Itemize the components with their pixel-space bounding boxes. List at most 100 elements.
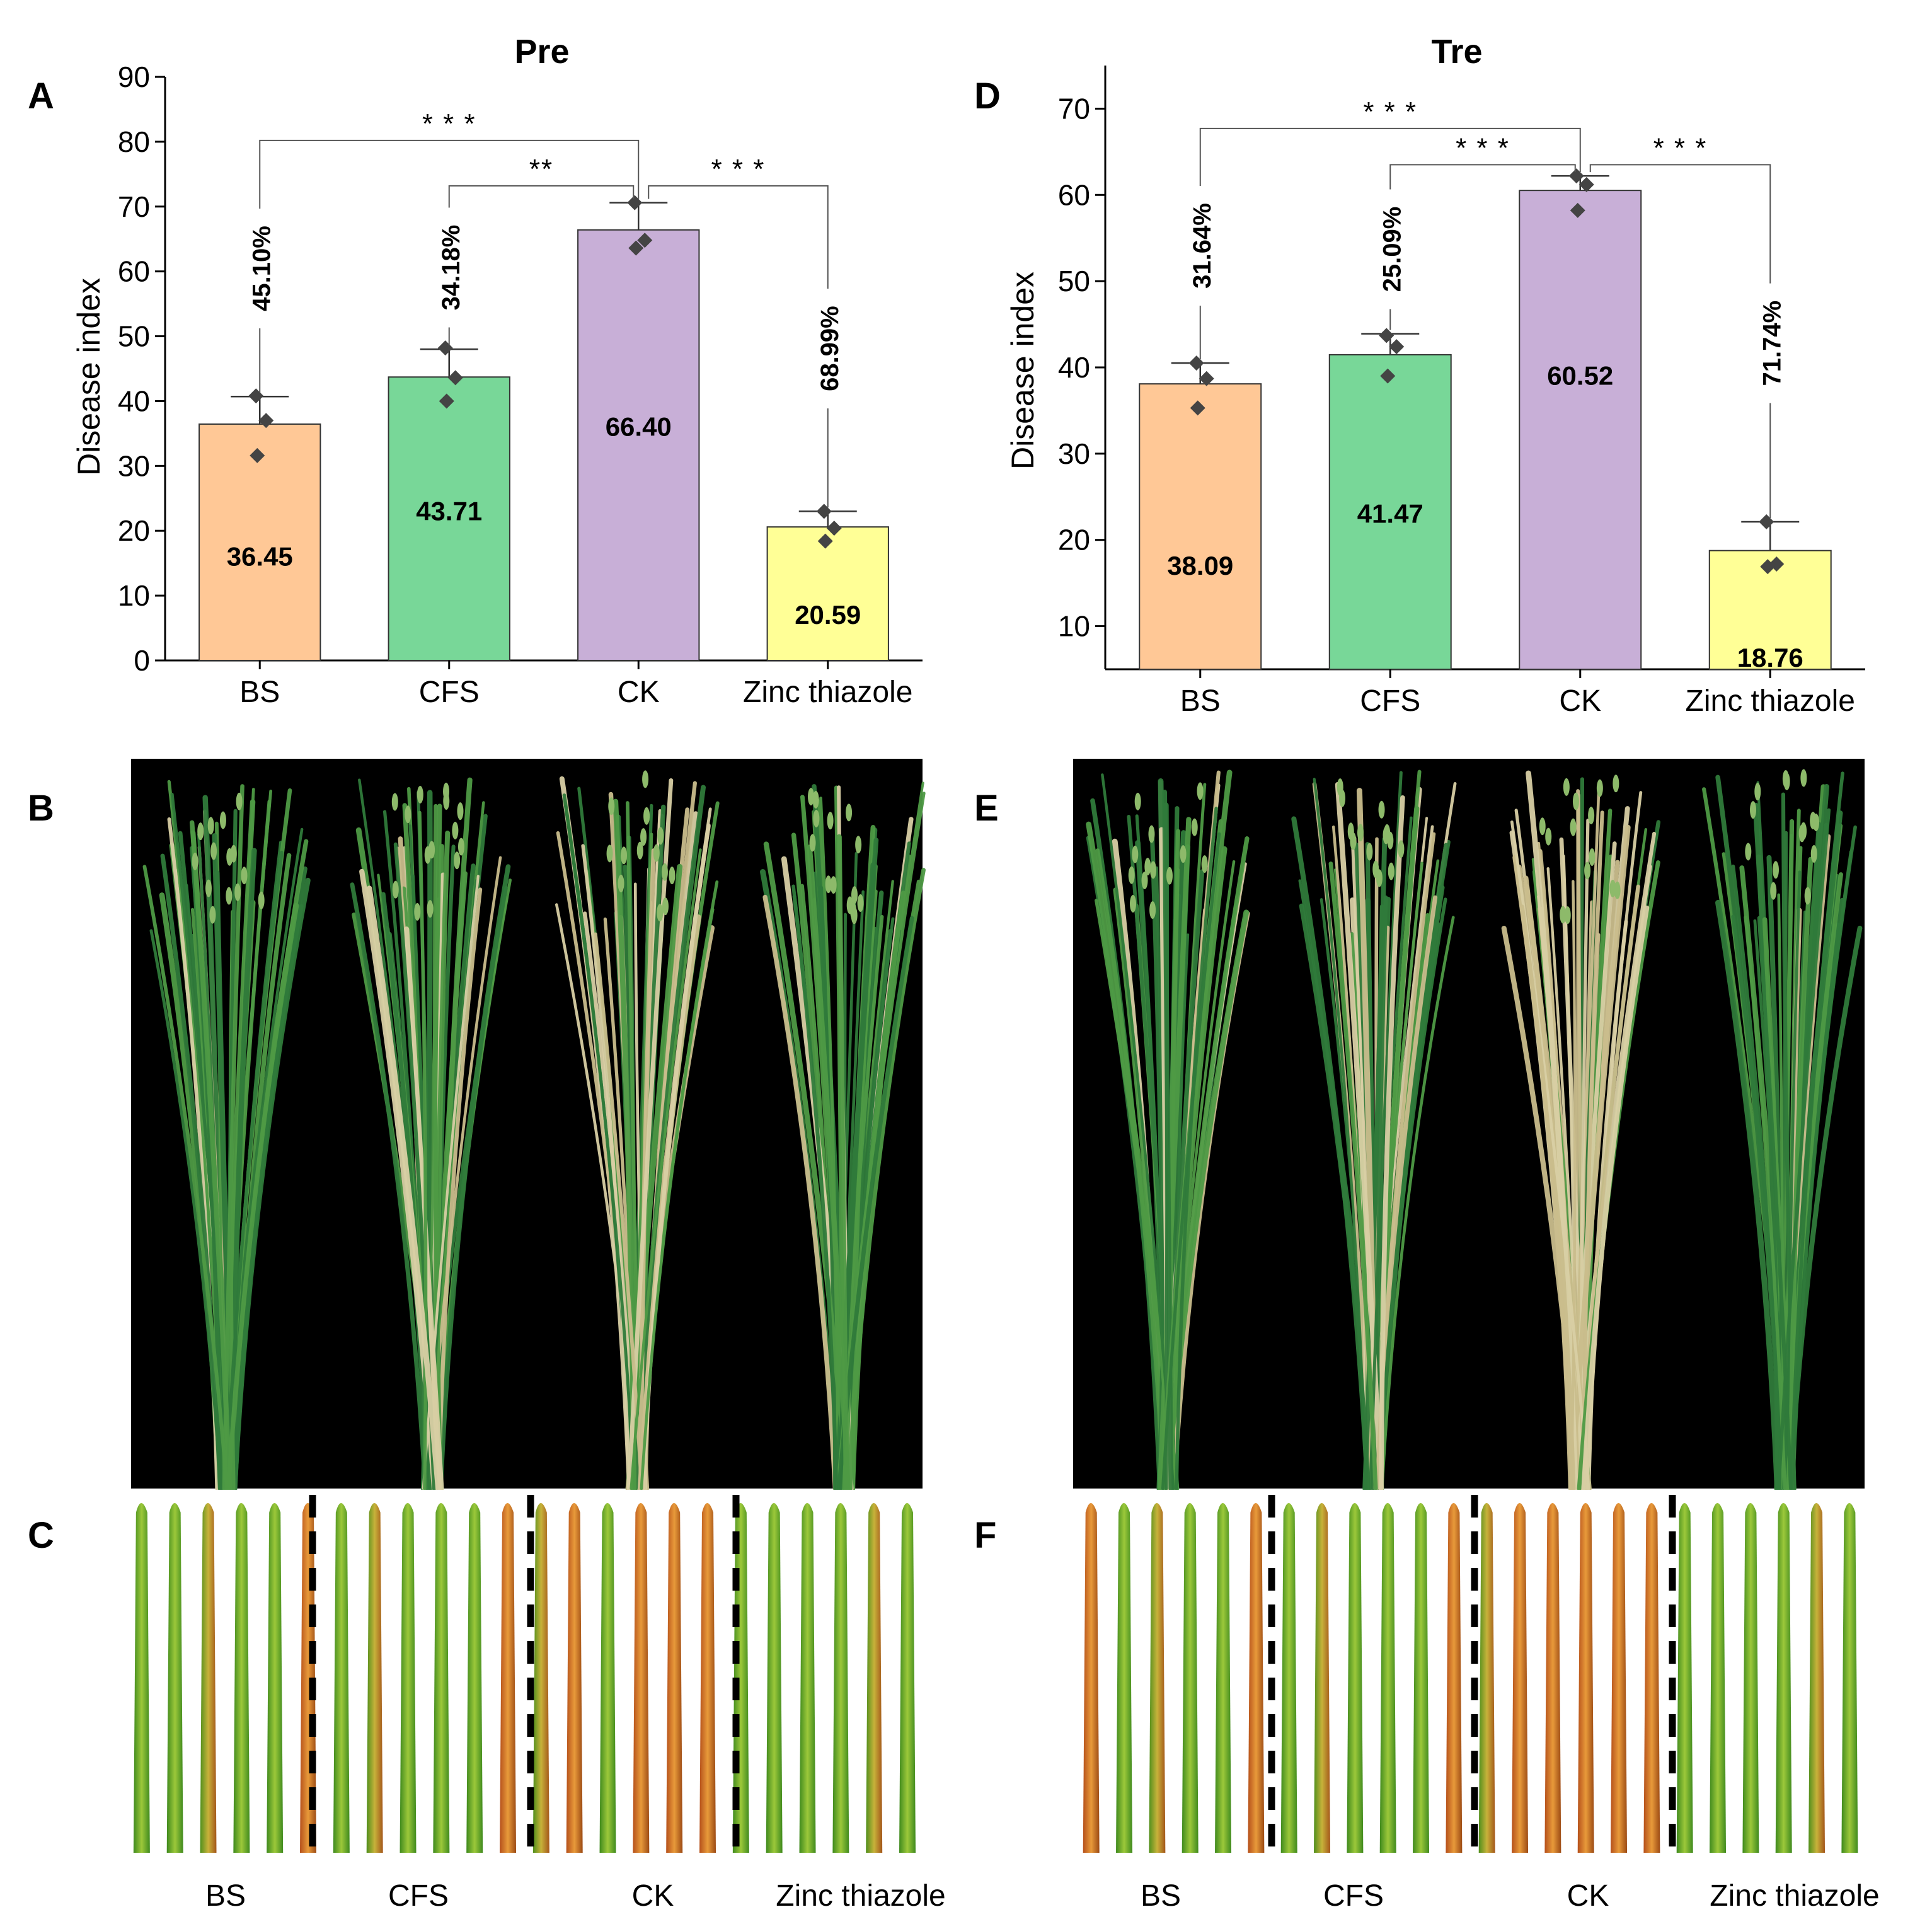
leaf-label-ck: CK bbox=[1567, 1879, 1609, 1913]
leaf-label-cfs: CFS bbox=[388, 1879, 449, 1913]
grain bbox=[642, 770, 649, 788]
grain bbox=[1398, 840, 1405, 858]
leaf bbox=[1643, 1503, 1660, 1853]
reduction-label: 45.10% bbox=[248, 226, 275, 311]
leaf bbox=[1577, 1503, 1594, 1853]
leaf bbox=[366, 1503, 383, 1853]
leaf bbox=[1478, 1503, 1495, 1853]
leaf bbox=[1710, 1503, 1727, 1853]
leaf bbox=[1775, 1503, 1792, 1853]
grain bbox=[850, 902, 857, 921]
grain bbox=[457, 838, 464, 856]
leaf bbox=[133, 1503, 150, 1853]
plant-blade bbox=[564, 805, 636, 1490]
leaf bbox=[1182, 1503, 1199, 1853]
chart-title: Tre bbox=[1431, 33, 1482, 71]
data-label: 20.59 bbox=[795, 600, 861, 630]
panel-label-c: C bbox=[28, 1515, 54, 1556]
grain bbox=[657, 827, 664, 845]
grain bbox=[827, 812, 834, 830]
plant-blade bbox=[1581, 810, 1604, 1490]
plant-blade bbox=[190, 830, 233, 1492]
data-point bbox=[1568, 168, 1584, 184]
grain bbox=[1800, 822, 1807, 840]
plant-blade bbox=[836, 834, 849, 1492]
leaf-label-ck: CK bbox=[632, 1879, 674, 1913]
leaf bbox=[1347, 1503, 1364, 1853]
grain bbox=[1783, 772, 1790, 790]
data-label: 41.47 bbox=[1357, 499, 1423, 529]
grain bbox=[1337, 778, 1343, 797]
plant-blade bbox=[1789, 771, 1844, 1490]
grain bbox=[830, 876, 837, 894]
y-tick-label: 20 bbox=[1058, 524, 1090, 556]
grain bbox=[1141, 872, 1148, 890]
data-point bbox=[258, 413, 274, 429]
significance-stars: * * * bbox=[1653, 132, 1708, 163]
leaf bbox=[400, 1503, 417, 1853]
data-point bbox=[1199, 371, 1214, 386]
data-point bbox=[439, 393, 454, 409]
grain bbox=[1750, 801, 1757, 819]
photo-leaves-tre bbox=[1073, 1490, 1865, 1858]
reduction-label-bg bbox=[1757, 283, 1786, 403]
grain bbox=[1378, 800, 1385, 819]
leaf bbox=[1083, 1503, 1100, 1853]
leaf bbox=[1248, 1503, 1265, 1853]
significance-stars: * * * bbox=[711, 154, 766, 185]
grain bbox=[1564, 906, 1571, 925]
grain bbox=[851, 886, 858, 904]
grain bbox=[618, 874, 624, 892]
grain bbox=[857, 894, 864, 913]
plant-blade bbox=[1379, 795, 1405, 1491]
y-tick-label: 50 bbox=[118, 320, 150, 353]
leaf bbox=[1544, 1503, 1561, 1853]
data-point bbox=[1570, 202, 1585, 218]
leaf bbox=[1512, 1503, 1529, 1853]
grain bbox=[1810, 845, 1817, 863]
grain bbox=[226, 887, 233, 905]
leaf bbox=[633, 1503, 650, 1853]
chart-title: Pre bbox=[514, 33, 569, 71]
grain bbox=[1770, 882, 1777, 900]
leaf bbox=[566, 1503, 583, 1853]
data-label: 43.71 bbox=[416, 496, 482, 526]
reduction-label: 34.18% bbox=[437, 225, 465, 311]
grain bbox=[457, 802, 464, 821]
leaf-label-bs: BS bbox=[205, 1879, 246, 1913]
y-tick-label: 80 bbox=[118, 125, 150, 158]
grain bbox=[197, 822, 204, 841]
grain bbox=[1129, 895, 1136, 913]
y-axis-label: Disease index bbox=[1005, 272, 1040, 469]
grain bbox=[1572, 792, 1579, 810]
grain bbox=[417, 785, 423, 804]
leaf-label-bs: BS bbox=[1141, 1879, 1181, 1913]
bar bbox=[577, 229, 700, 662]
leaf bbox=[1446, 1503, 1463, 1853]
plant-blade bbox=[1175, 806, 1218, 1490]
grain bbox=[427, 900, 434, 918]
leaf bbox=[466, 1503, 483, 1853]
grain bbox=[808, 788, 815, 806]
leaf bbox=[1280, 1503, 1297, 1853]
reduction-label-bg bbox=[1377, 189, 1406, 309]
y-tick-label: 0 bbox=[134, 644, 150, 677]
grain bbox=[1800, 769, 1807, 787]
data-point bbox=[1760, 559, 1776, 575]
chart-pre: Pre Disease index 0 10 20 30 40 50 60 70 80 90 BS 3… bbox=[71, 33, 923, 709]
grain bbox=[1150, 861, 1157, 879]
y-tick-label: 30 bbox=[1058, 437, 1090, 470]
leaf bbox=[500, 1503, 517, 1853]
leaf bbox=[1742, 1503, 1759, 1853]
grain bbox=[608, 797, 615, 815]
reduction-label: 31.64% bbox=[1188, 203, 1216, 289]
data-point bbox=[437, 340, 453, 356]
bar bbox=[1328, 354, 1452, 671]
data-point bbox=[637, 233, 653, 248]
bar bbox=[1139, 383, 1262, 670]
grain bbox=[1197, 782, 1204, 800]
grain bbox=[855, 836, 862, 854]
plant-blade bbox=[1526, 770, 1578, 1492]
plant-blade bbox=[762, 894, 838, 1491]
